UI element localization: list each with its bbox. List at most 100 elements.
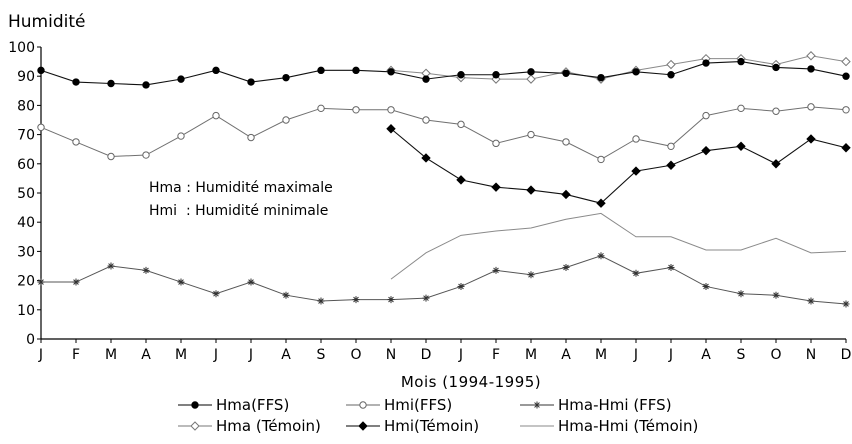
point-hma-temoin [806, 51, 816, 61]
legend-marker [191, 401, 199, 409]
point-hma-hmi-ffs [282, 291, 290, 299]
point-hma-hmi-ffs [667, 263, 675, 271]
point-hma-ffs [492, 71, 500, 79]
legend-item: Hmi(FFS) [346, 396, 452, 414]
point-hmi-ffs [702, 111, 710, 120]
y-tick-label: 0 [26, 332, 35, 348]
point-hmi-temoin [561, 189, 571, 200]
y-tick-label: 10 [17, 303, 35, 319]
point-hmi-ffs [107, 152, 115, 161]
point-hma-temoin [666, 59, 676, 70]
x-tick-label: M [175, 347, 187, 363]
point-hmi-ffs [772, 107, 780, 115]
point-hma-hmi-ffs [37, 278, 45, 286]
point-hma-hmi-ffs [387, 296, 395, 304]
point-hma-ffs [37, 66, 45, 75]
x-tick-label: J [668, 347, 673, 363]
point-hma-ffs [72, 78, 80, 86]
legend-marker [533, 401, 541, 409]
x-tick-label: F [492, 347, 500, 363]
point-hma-hmi-ffs [317, 297, 325, 305]
point-hma-temoin [526, 74, 536, 84]
legend-item: Hma-Hmi (Témoin) [520, 417, 698, 435]
legend-item: Hmi(Témoin) [346, 417, 479, 435]
point-hma-hmi-ffs [772, 291, 780, 299]
x-tick-label: F [72, 347, 80, 363]
point-hma-ffs [142, 81, 150, 89]
point-hmi-temoin [631, 166, 641, 176]
x-tick-label: M [525, 347, 537, 363]
point-hma-hmi-ffs [527, 271, 535, 279]
point-hma-ffs [632, 68, 640, 76]
x-tick-label: O [350, 347, 361, 363]
point-hma-ffs [212, 66, 220, 75]
point-hma-hmi-ffs [737, 290, 745, 298]
point-hma-ffs [317, 66, 325, 75]
point-hma-hmi-ffs [492, 266, 500, 274]
y-tick-label: 90 [17, 69, 35, 85]
x-tick-label: A [281, 347, 291, 363]
x-tick-label: J [38, 347, 43, 363]
legend-label: Hmi(FFS) [384, 396, 452, 414]
x-tick-label: A [701, 347, 711, 363]
x-tick-label: S [737, 347, 746, 363]
legend-marker [190, 421, 200, 431]
point-hma-ffs [737, 57, 745, 66]
point-hma-hmi-ffs [842, 300, 850, 308]
point-hmi-temoin [736, 141, 746, 151]
legend-label: Hma-Hmi (Témoin) [558, 417, 698, 435]
point-hmi-temoin [701, 145, 711, 156]
series-line-hma-hmi-ffs [41, 255, 847, 305]
point-hma-ffs [422, 75, 430, 83]
x-tick-label: D [841, 347, 852, 363]
legend-label: Hma-Hmi (FFS) [558, 396, 672, 414]
legend-item: Hma-Hmi (FFS) [520, 396, 672, 414]
point-hma-ffs [667, 71, 675, 79]
point-hmi-ffs [212, 111, 220, 120]
point-hma-ffs [107, 79, 115, 88]
legend-label: Hma (Témoin) [216, 417, 321, 435]
x-tick-label: M [105, 347, 117, 363]
series-line-hmi-ffs [40, 106, 847, 160]
point-hma-hmi-ffs [72, 278, 80, 286]
series-layer [37, 51, 851, 308]
x-tick-label: A [141, 347, 151, 363]
point-hma-ffs [597, 73, 605, 82]
point-hma-ffs [527, 68, 535, 76]
point-hmi-ffs [352, 106, 360, 114]
x-axis-label: Mois (1994-1995) [401, 373, 541, 391]
point-hmi-temoin [526, 185, 536, 195]
point-hma-ffs [247, 78, 255, 86]
x-tick-label: O [770, 347, 781, 363]
point-hmi-ffs [842, 106, 850, 114]
point-hma-ffs [562, 69, 570, 77]
point-hmi-ffs [37, 123, 45, 132]
legend: Hma(FFS) Hmi(FFS) Hma-Hmi (FFS) Hma (Témoin… [178, 396, 698, 435]
series-line-hma-ffs [40, 61, 847, 86]
x-tick-label: M [595, 347, 607, 363]
axes: 0 10 20 30 40 50 60 70 80 90 100 J F M A M J J A S O N D J F M A M J… [8, 40, 851, 363]
point-hma-ffs [457, 71, 465, 79]
point-hmi-ffs [737, 104, 745, 113]
point-hmi-ffs [177, 132, 185, 140]
point-hmi-ffs [142, 151, 150, 159]
point-hmi-temoin [666, 160, 676, 170]
point-hmi-temoin [386, 124, 396, 134]
x-tick-label: J [458, 347, 463, 363]
point-hmi-ffs [387, 106, 395, 114]
point-hma-hmi-ffs [177, 278, 185, 286]
series-line-hmi-temoin [390, 128, 847, 204]
point-hmi-ffs [317, 104, 325, 113]
legend-marker [358, 421, 368, 431]
legend-label: Hma(FFS) [216, 396, 289, 414]
series-line-hma-hmi-temoin [390, 212, 847, 280]
x-tick-label: J [213, 347, 218, 363]
point-hmi-temoin [841, 143, 851, 153]
y-tick-label: 20 [17, 274, 35, 290]
point-hma-hmi-ffs [247, 278, 255, 286]
legend-item: Hma (Témoin) [178, 417, 321, 435]
point-hma-temoin [841, 56, 851, 67]
point-hmi-temoin [596, 198, 606, 208]
point-hma-ffs [842, 72, 850, 80]
y-tick-label: 30 [17, 244, 35, 260]
